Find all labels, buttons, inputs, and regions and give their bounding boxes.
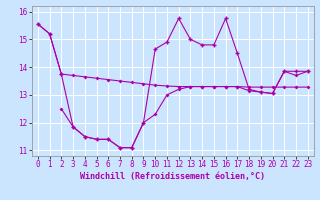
X-axis label: Windchill (Refroidissement éolien,°C): Windchill (Refroidissement éolien,°C) — [80, 172, 265, 181]
